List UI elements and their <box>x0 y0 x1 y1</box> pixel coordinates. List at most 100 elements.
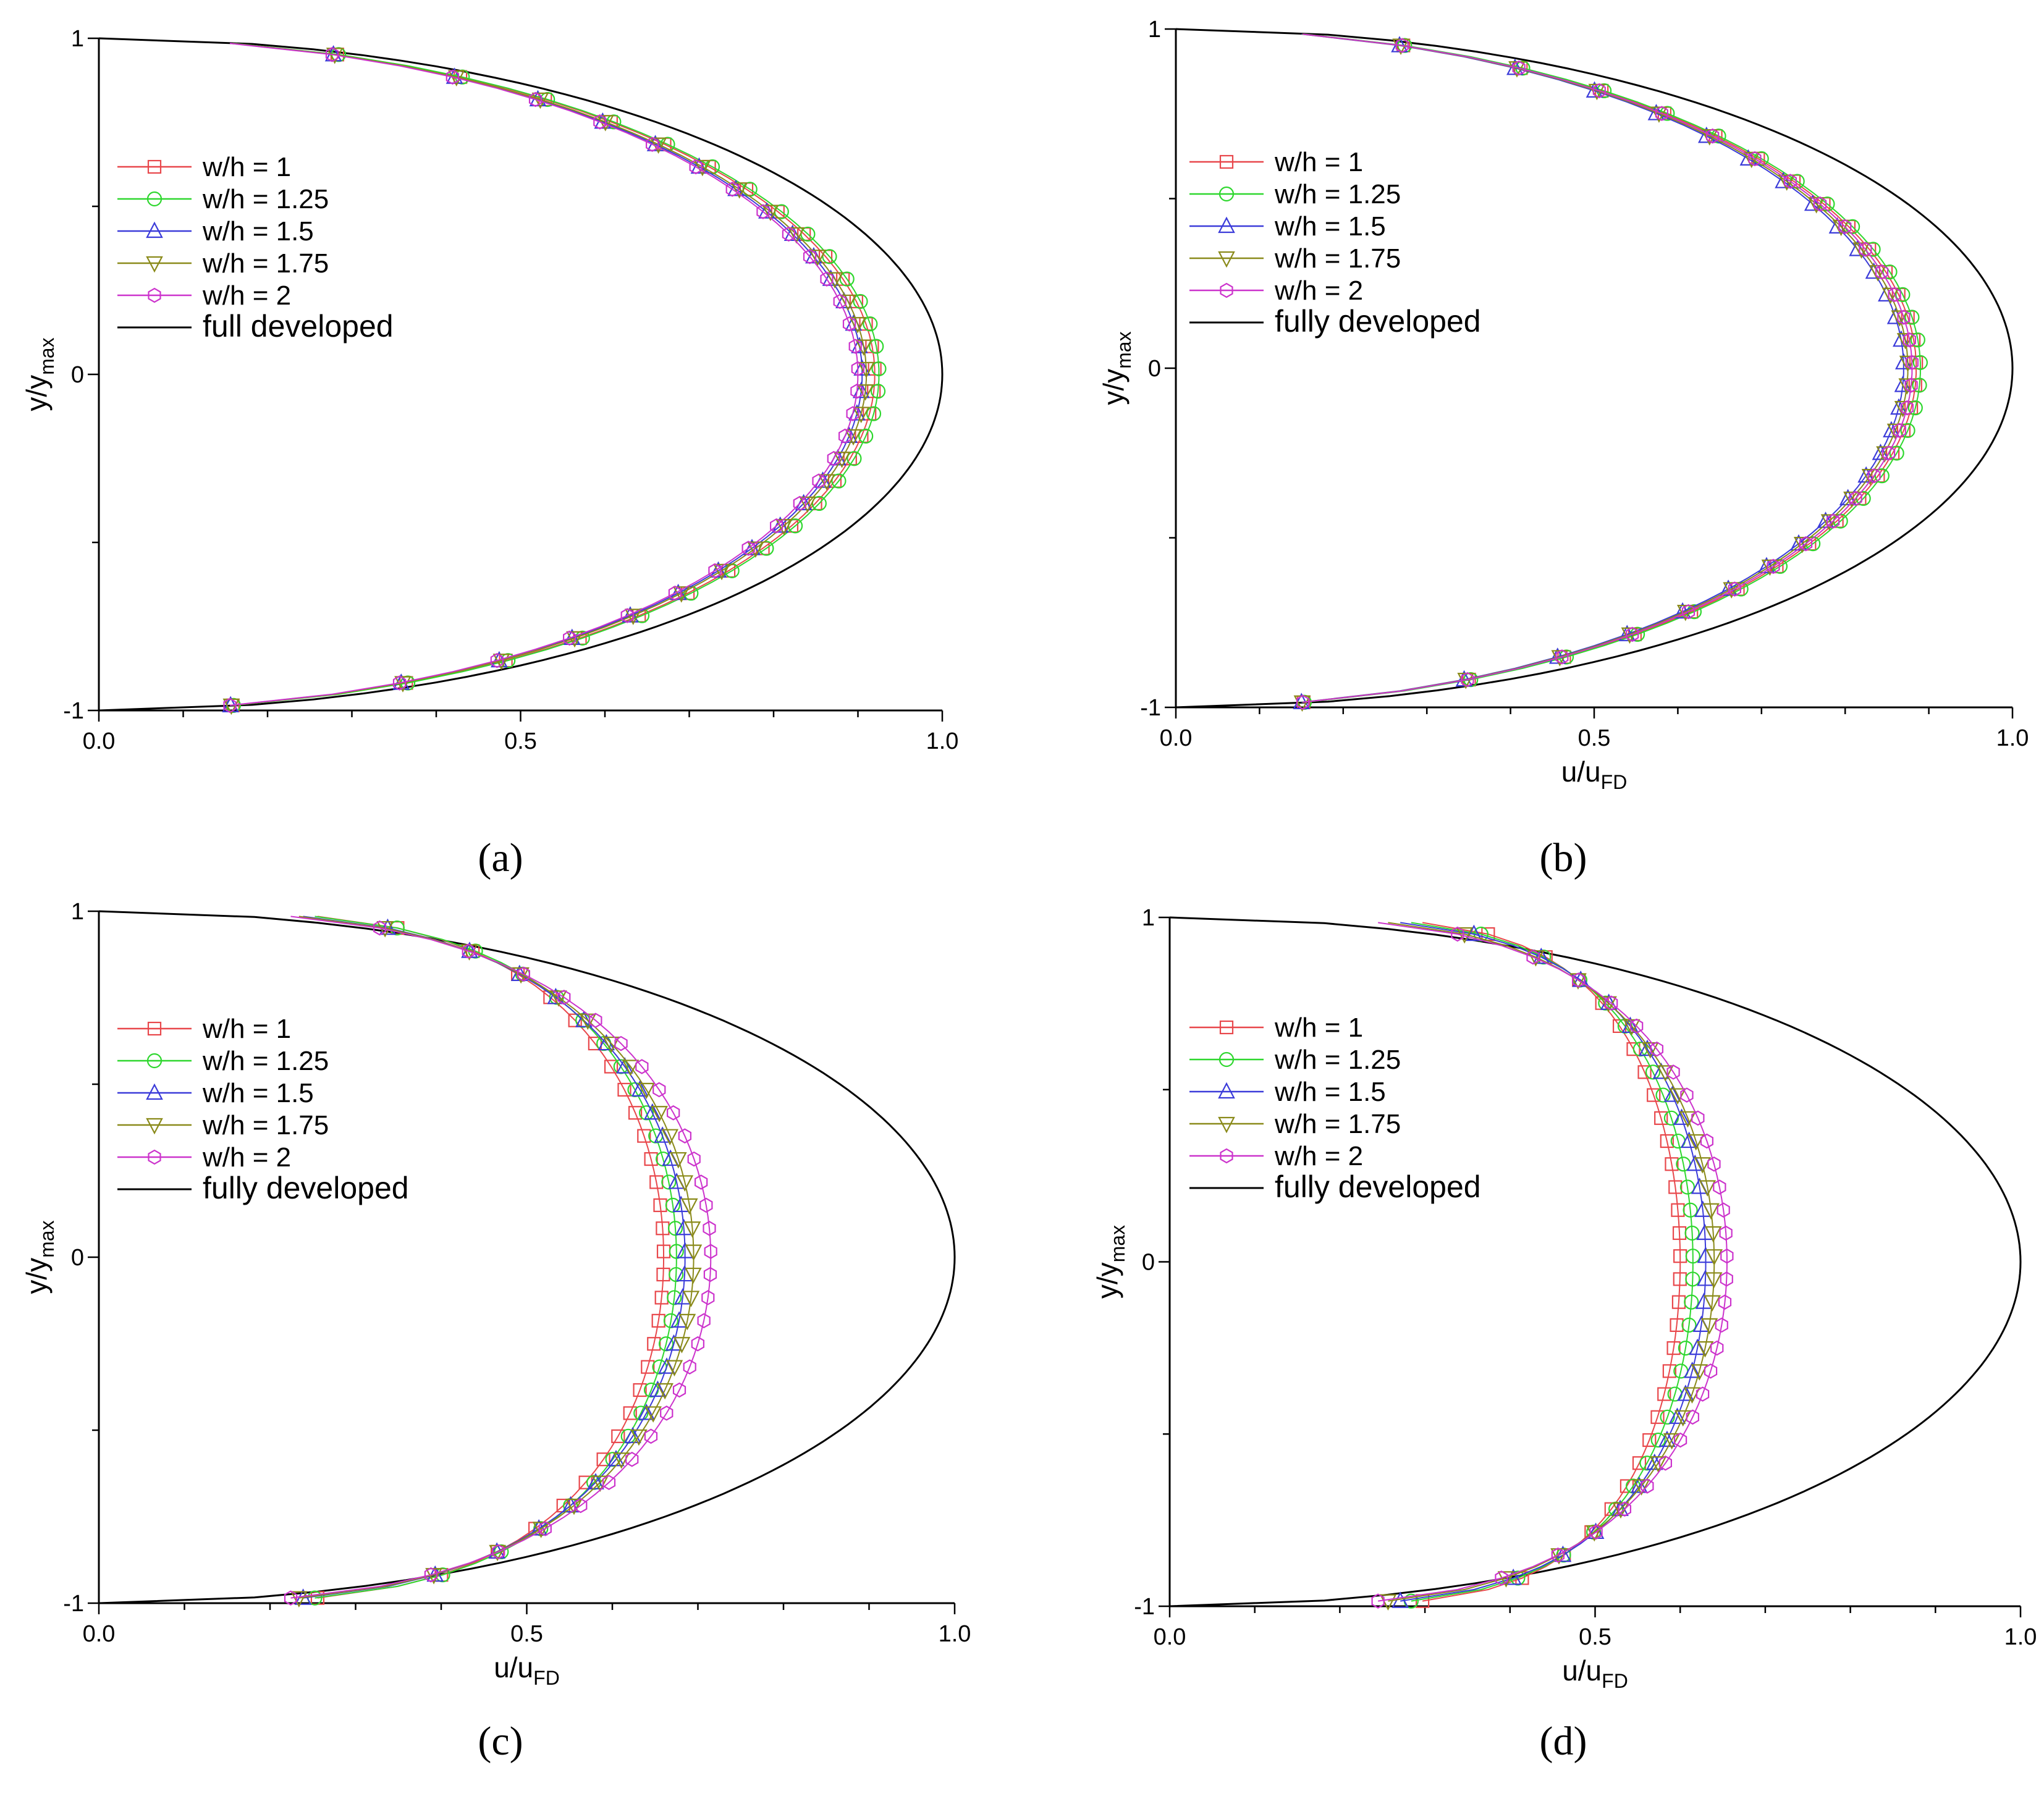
y-tick-label: 0 <box>71 362 84 388</box>
legend-marker <box>1220 1148 1233 1164</box>
data-point <box>631 1080 649 1097</box>
y-axis-label-main: y/y <box>20 375 53 411</box>
data-point <box>1748 151 1762 167</box>
data-point <box>866 406 882 421</box>
y-tick-label: 1 <box>71 899 84 925</box>
data-point <box>616 1057 633 1074</box>
data-point <box>1767 558 1780 575</box>
data-point <box>803 249 817 264</box>
data-point <box>1890 398 1907 415</box>
data-point <box>379 918 397 935</box>
x-axis-label-sub: FD <box>1601 771 1628 793</box>
data-point <box>1705 1272 1723 1289</box>
x-tick-label: 1.0 <box>939 1621 971 1647</box>
y-axis-label-main: y/y <box>20 1258 53 1294</box>
legend-label: w/h = 2 <box>1274 1141 1363 1171</box>
legend-label: w/h = 1.25 <box>202 1046 329 1076</box>
data-point <box>868 361 882 376</box>
data-point <box>1849 491 1862 507</box>
data-point <box>1702 1203 1720 1220</box>
data-point <box>643 1103 661 1120</box>
data-point <box>1720 1248 1734 1264</box>
data-point <box>839 271 855 287</box>
data-point <box>1710 1340 1724 1356</box>
data-point <box>1867 468 1881 484</box>
series-1 <box>1416 922 1687 1608</box>
series-line <box>317 916 664 1599</box>
data-point <box>756 204 770 219</box>
series-5 <box>284 916 717 1606</box>
data-point <box>855 339 872 356</box>
data-point <box>1827 513 1840 529</box>
series-1 <box>1296 33 1924 709</box>
data-point <box>1832 219 1850 237</box>
series-line <box>233 43 880 706</box>
legend: w/h = 1w/h = 1.25w/h = 1.5w/h = 1.75w/h … <box>117 152 394 343</box>
data-point <box>1912 377 1927 393</box>
data-point <box>1650 1041 1663 1057</box>
data-point <box>1761 559 1779 576</box>
data-point <box>689 159 703 175</box>
legend-label: w/h = 1.75 <box>202 248 329 279</box>
data-point <box>660 137 675 152</box>
series-line <box>1301 33 1904 703</box>
data-point <box>809 250 827 266</box>
data-point <box>694 1174 708 1190</box>
data-point <box>633 1383 647 1397</box>
legend-label: w/h = 2 <box>202 280 291 311</box>
data-point <box>1705 1249 1723 1266</box>
data-point <box>669 1266 684 1283</box>
series-line <box>1388 922 1715 1602</box>
data-point <box>672 1382 686 1398</box>
data-point <box>1704 1363 1718 1379</box>
data-point <box>1605 995 1618 1011</box>
panel-3: 0.0 0.5 1.0 -1 0 1 y/ymax u/uFD w/h = 1w/h = 1.2… <box>20 899 971 1764</box>
data-point <box>672 586 690 603</box>
data-point <box>490 652 504 668</box>
data-point <box>842 316 856 332</box>
data-point <box>1904 310 1920 325</box>
data-point <box>1859 242 1872 257</box>
legend-marker <box>1219 154 1234 169</box>
data-point <box>550 990 567 1007</box>
data-point <box>1650 1410 1665 1424</box>
x-tick-label: 1.0 <box>1996 725 2029 751</box>
data-point <box>641 1360 655 1374</box>
data-point <box>1371 1593 1385 1609</box>
data-point <box>1681 1317 1697 1333</box>
legend-marker <box>146 256 163 273</box>
data-point <box>602 1475 616 1490</box>
series-line <box>290 916 712 1599</box>
data-point <box>492 654 510 670</box>
legend: w/h = 1w/h = 1.25w/h = 1.5w/h = 1.75w/h … <box>1189 147 1481 339</box>
x-axis-label: u/uFD <box>1562 1654 1628 1692</box>
data-point <box>704 159 720 175</box>
series-3 <box>1392 922 1715 1608</box>
data-point <box>670 1152 687 1169</box>
series-line <box>298 916 695 1599</box>
panel-label: (b) <box>1540 835 1587 880</box>
reference-curve <box>1175 28 2014 709</box>
data-point <box>290 1591 308 1607</box>
data-point <box>1888 287 1901 303</box>
y-axis-label-sub: max <box>36 1220 58 1257</box>
series-4 <box>290 916 703 1607</box>
data-point <box>820 271 834 287</box>
data-point <box>850 383 864 399</box>
data-point <box>588 1036 602 1051</box>
y-axis-label-sub: max <box>1113 331 1135 368</box>
data-point <box>628 1106 643 1120</box>
x-axis-label-sub: FD <box>533 1667 560 1689</box>
data-point <box>1677 1384 1694 1401</box>
y-axis-label: y/ymax <box>20 337 58 411</box>
y-tick-label: 1 <box>1142 905 1155 931</box>
data-point <box>771 516 789 533</box>
data-point <box>1658 1456 1672 1471</box>
data-point <box>1673 1108 1691 1125</box>
y-tick-label: 1 <box>1148 17 1161 43</box>
data-point <box>614 1035 628 1051</box>
data-point <box>1681 604 1696 620</box>
data-point <box>645 137 659 152</box>
legend-label: w/h = 1.75 <box>1274 243 1401 274</box>
legend-marker <box>1218 1082 1235 1099</box>
